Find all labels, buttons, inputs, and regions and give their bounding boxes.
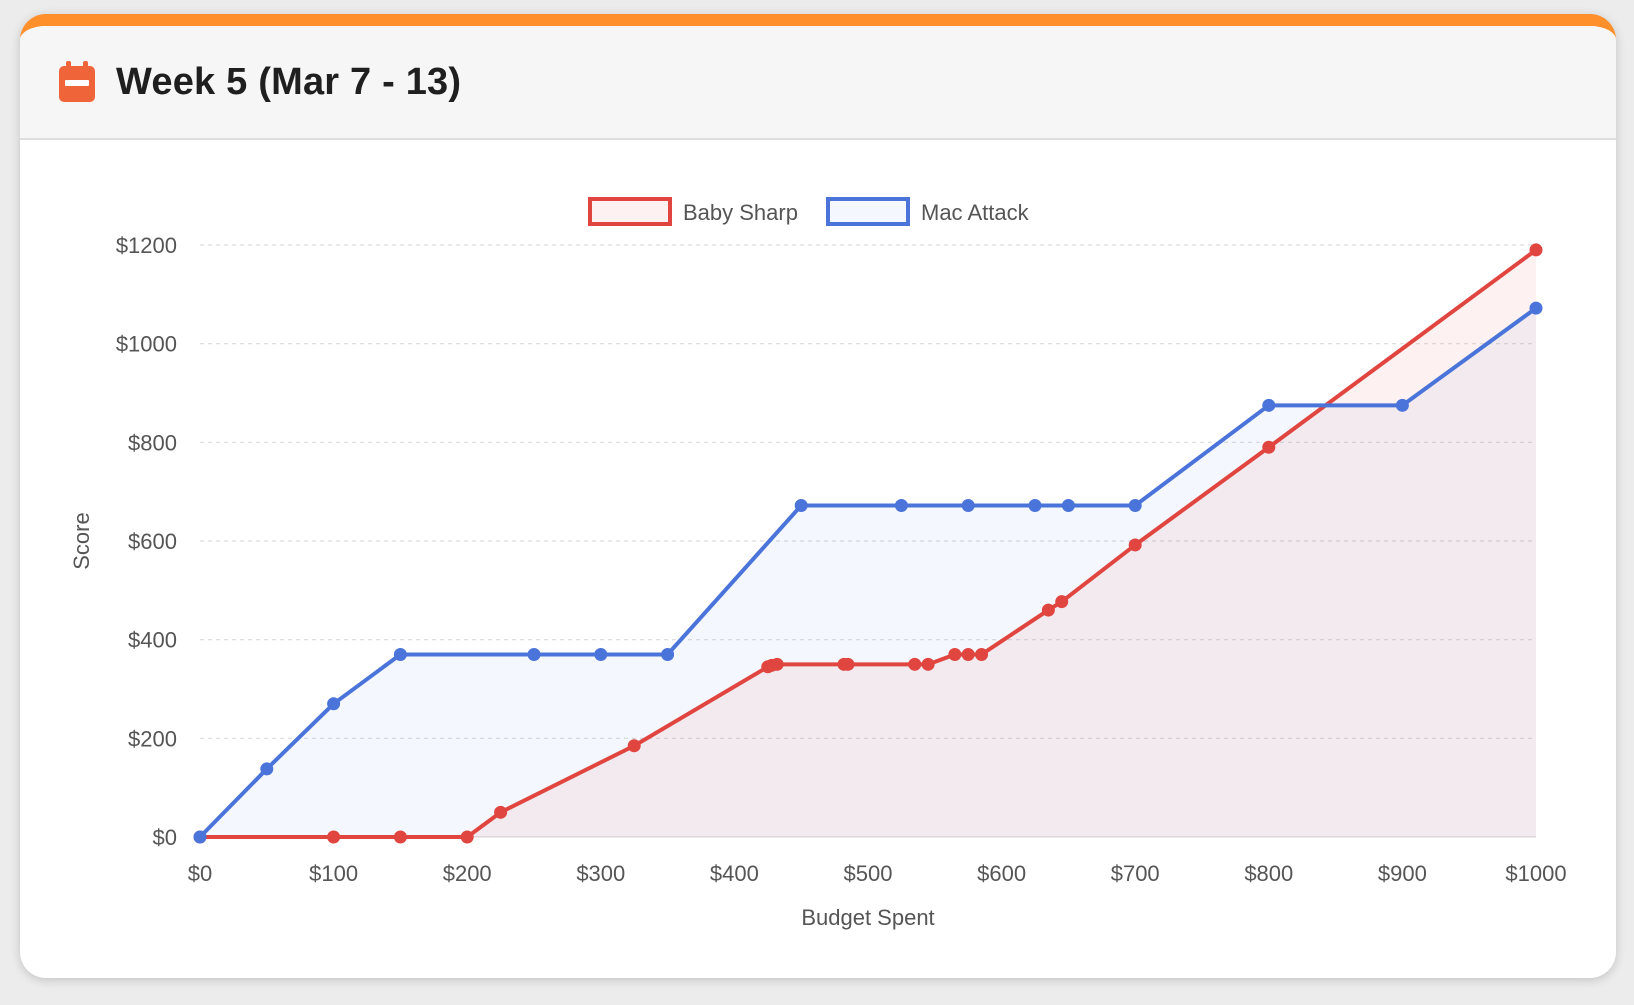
y-tick-label: $800 <box>128 430 177 455</box>
y-tick-label: $0 <box>153 825 177 850</box>
x-tick-label: $200 <box>443 861 492 886</box>
data-point <box>1395 398 1409 412</box>
data-point <box>627 739 641 753</box>
data-point <box>327 697 341 711</box>
y-tick-label: $1200 <box>116 233 177 258</box>
calendar-icon <box>58 61 96 103</box>
data-point <box>908 657 922 671</box>
x-tick-label: $300 <box>576 861 625 886</box>
data-point <box>1028 498 1042 512</box>
data-point <box>527 647 541 661</box>
data-point <box>1529 301 1543 315</box>
y-tick-label: $1000 <box>116 332 177 357</box>
series-area <box>200 249 1536 837</box>
data-point <box>770 657 784 671</box>
x-tick-label: $700 <box>1111 861 1160 886</box>
legend-label: Baby Sharp <box>683 200 798 225</box>
card-header: Week 5 (Mar 7 - 13) <box>20 26 1616 140</box>
y-tick-label: $400 <box>128 628 177 653</box>
x-tick-label: $600 <box>977 861 1026 886</box>
data-point <box>193 830 207 844</box>
x-tick-label: $0 <box>188 861 212 886</box>
data-point <box>921 657 935 671</box>
data-point <box>1061 498 1075 512</box>
data-point <box>1262 398 1276 412</box>
legend-label: Mac Attack <box>921 200 1030 225</box>
x-tick-label: $500 <box>844 861 893 886</box>
y-tick-label: $600 <box>128 529 177 554</box>
data-point <box>260 762 274 776</box>
data-point <box>894 498 908 512</box>
data-point <box>661 647 675 661</box>
x-tick-label: $800 <box>1244 861 1293 886</box>
data-point <box>961 647 975 661</box>
data-point <box>594 647 608 661</box>
data-point <box>841 657 855 671</box>
x-axis-title: Budget Spent <box>801 905 934 930</box>
data-point <box>393 830 407 844</box>
data-point <box>1128 498 1142 512</box>
data-point <box>1128 538 1142 552</box>
data-point <box>327 830 341 844</box>
data-point <box>494 805 508 819</box>
legend-swatch <box>588 197 672 226</box>
data-point <box>975 647 989 661</box>
data-point <box>961 498 975 512</box>
week-card: Week 5 (Mar 7 - 13) <box>20 14 1616 978</box>
data-point <box>948 647 962 661</box>
data-point <box>1041 603 1055 617</box>
data-point <box>1055 595 1069 609</box>
y-axis-title: Score <box>69 512 94 569</box>
x-tick-label: $900 <box>1378 861 1427 886</box>
data-point <box>794 498 808 512</box>
legend-item: Mac Attack <box>826 197 1030 226</box>
legend-swatch <box>826 197 910 226</box>
series-area <box>200 308 1536 837</box>
data-point <box>393 647 407 661</box>
legend-item: Baby Sharp <box>588 197 798 226</box>
data-point <box>1262 440 1276 454</box>
x-tick-label: $400 <box>710 861 759 886</box>
data-point <box>460 830 474 844</box>
data-point <box>1529 243 1543 257</box>
y-tick-label: $200 <box>128 726 177 751</box>
x-tick-label: $100 <box>309 861 358 886</box>
series-line <box>198 306 1538 839</box>
page-title: Week 5 (Mar 7 - 13) <box>116 60 462 103</box>
x-tick-label: $1000 <box>1505 861 1566 886</box>
